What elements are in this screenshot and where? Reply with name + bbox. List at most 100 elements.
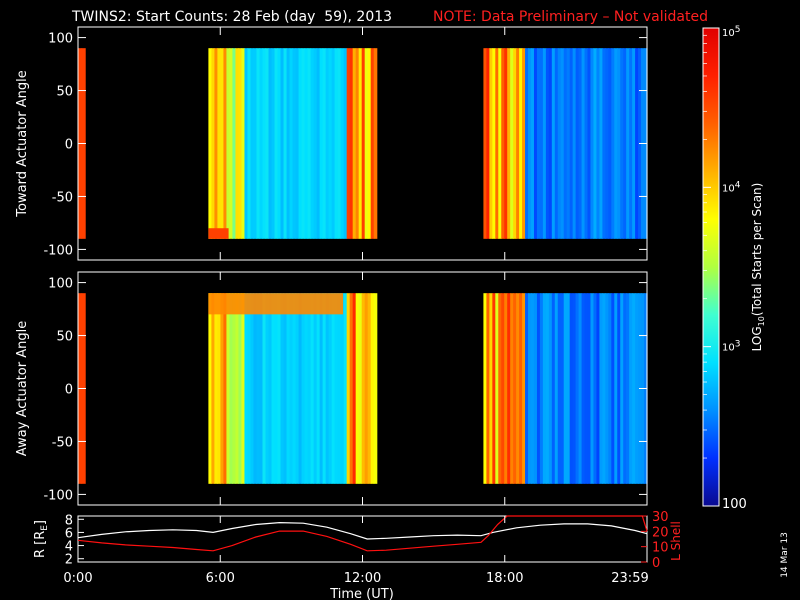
heat-column <box>355 48 360 239</box>
heat-column <box>581 293 586 484</box>
heat-column <box>325 293 330 484</box>
y-tick-label: 100 <box>48 32 73 47</box>
heat-column <box>220 293 225 484</box>
heat-column <box>495 293 499 484</box>
heat-column <box>313 48 318 239</box>
heat-column <box>370 293 375 484</box>
preliminary-note: NOTE: Data Preliminary – Not validated <box>433 9 708 25</box>
heat-column <box>504 293 508 484</box>
orbit-lines <box>77 515 648 552</box>
heat-column <box>572 293 577 484</box>
heat-column <box>510 293 514 484</box>
heat-column <box>343 293 348 484</box>
heat-column <box>307 48 312 239</box>
heat-column <box>262 293 267 484</box>
time-tick-label: 18:00 <box>486 571 523 586</box>
heat-column <box>346 48 351 239</box>
colorbar: 105 104 103 100 LOG10(Total Starts per Scan… <box>702 25 766 512</box>
heat-column <box>307 293 312 484</box>
heat-column <box>620 48 624 239</box>
heat-column <box>325 48 330 239</box>
heat-column <box>298 293 303 484</box>
y-tick-label: -100 <box>43 488 73 503</box>
heat-column <box>498 48 502 239</box>
away-heatmap <box>78 293 648 484</box>
heat-column <box>361 48 366 239</box>
heat-column <box>367 293 372 484</box>
heat-column <box>277 293 282 484</box>
heat-column <box>322 293 327 484</box>
heat-column <box>626 293 630 484</box>
heat-column <box>575 293 580 484</box>
heat-column <box>519 48 523 239</box>
away-y-label: Away Actuator Angle <box>15 321 30 456</box>
r-line <box>77 521 648 540</box>
heat-column <box>563 48 568 239</box>
heat-column <box>584 48 589 239</box>
heat-column <box>340 293 345 484</box>
heat-column <box>352 293 357 484</box>
heat-column <box>319 48 324 239</box>
heat-column <box>226 48 231 239</box>
colorbar-tick-label: 104 <box>722 180 741 194</box>
heat-column <box>331 48 336 239</box>
y-tick-label: 50 <box>56 330 73 345</box>
heat-column <box>289 48 294 239</box>
heat-column <box>560 48 565 239</box>
heat-band <box>208 293 344 315</box>
heat-column <box>346 293 351 484</box>
heat-column <box>373 293 378 484</box>
heat-column <box>489 293 493 484</box>
heat-column <box>235 293 240 484</box>
heat-column <box>283 48 288 239</box>
heat-column <box>259 48 264 239</box>
away-y-ticks: 100 50 0 -50 -100 <box>43 272 648 505</box>
heat-column <box>539 293 544 484</box>
time-tick-label: 0:00 <box>63 571 92 586</box>
heat-column <box>256 48 261 239</box>
heat-column <box>611 293 615 484</box>
heat-column <box>551 293 556 484</box>
heat-column <box>310 48 315 239</box>
away-panel: 100 50 0 -50 -100 Away Actuator Angle <box>15 271 648 506</box>
heat-column <box>513 48 517 239</box>
heat-column <box>274 293 279 484</box>
heat-column <box>316 293 321 484</box>
heat-column <box>542 48 547 239</box>
heat-column <box>247 48 252 239</box>
heat-column <box>513 293 517 484</box>
heat-column <box>229 293 234 484</box>
heat-column <box>271 48 276 239</box>
heat-column <box>611 48 615 239</box>
heat-column <box>492 48 496 239</box>
heat-column <box>572 48 577 239</box>
heat-column <box>593 48 598 239</box>
heat-column <box>608 293 612 484</box>
heat-column <box>539 48 544 239</box>
heat-column <box>602 48 606 239</box>
heat-column <box>504 48 508 239</box>
heat-column <box>331 293 336 484</box>
colorbar-tick-label: 100 <box>722 497 747 512</box>
heat-column <box>211 48 216 239</box>
heat-column <box>599 48 603 239</box>
heat-column <box>355 293 360 484</box>
heat-column <box>581 48 586 239</box>
heat-column <box>280 293 285 484</box>
y-tick-label: 50 <box>56 85 73 100</box>
heat-column <box>349 293 354 484</box>
heat-column <box>614 293 618 484</box>
heat-column <box>614 48 618 239</box>
r-tick-label: 8 <box>65 513 73 528</box>
heat-column <box>226 293 231 484</box>
heat-column <box>498 293 502 484</box>
heat-column <box>334 48 339 239</box>
heat-column <box>214 293 219 484</box>
heat-column <box>623 48 627 239</box>
heat-column <box>566 293 571 484</box>
heat-column <box>522 293 526 484</box>
heat-column <box>277 48 282 239</box>
y-tick-label: -50 <box>52 190 73 205</box>
heat-column <box>319 293 324 484</box>
